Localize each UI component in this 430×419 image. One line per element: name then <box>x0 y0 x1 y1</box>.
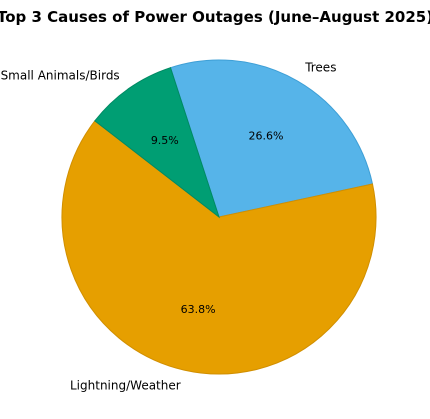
pie-labels: 26.6% Trees 63.8% Lightning/Weather 9.5% Smal… <box>1 60 337 392</box>
pie-slices <box>61 59 377 375</box>
pie-pct-label-trees: 26.6% <box>249 129 284 142</box>
pie-slice-trees <box>169 59 374 218</box>
pie-slice-lightning-weather <box>61 120 377 375</box>
pie-pct-label-lightning-weather: 63.8% <box>181 303 216 316</box>
pie-category-label-trees: Trees <box>304 60 336 74</box>
pie-category-label-lightning-weather: Lightning/Weather <box>70 378 181 392</box>
pie-slice-small-animals-birds <box>94 67 220 219</box>
pie-pct-label-small-animals-birds: 9.5% <box>151 134 179 147</box>
chart-title: Top 3 Causes of Power Outages (June–Augu… <box>0 8 430 26</box>
pie-category-label-small-animals-birds: Small Animals/Birds <box>1 69 120 83</box>
